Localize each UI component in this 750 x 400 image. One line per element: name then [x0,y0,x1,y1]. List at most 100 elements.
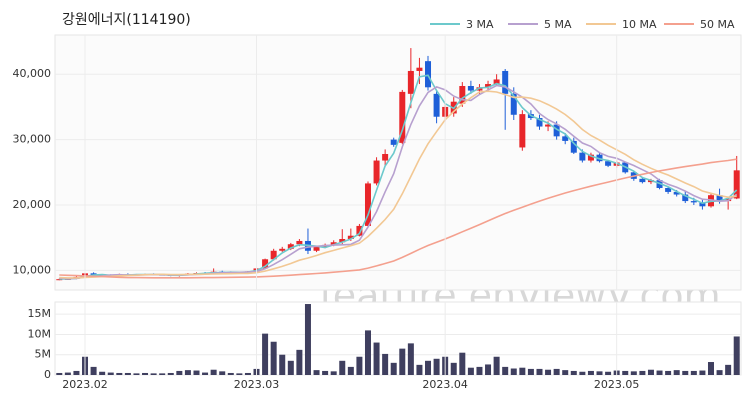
candle-body [373,160,380,184]
legend-label: 50 MA [700,18,735,31]
candle-body [279,248,286,251]
volume-bar [733,336,740,375]
volume-bar [493,356,500,375]
volume-bar [390,362,397,375]
candle-body [313,246,320,251]
candle-body [519,114,526,148]
candle-body [330,242,337,245]
volume-bar [485,364,492,375]
candle-body [339,239,346,243]
y-tick-label: 10,000 [13,263,52,276]
candle-body [536,118,543,127]
volume-bar [416,364,423,375]
volume-bar [716,370,723,375]
legend-label: 10 MA [622,18,657,31]
volume-bar [210,369,217,375]
x-tick-label: 2023.02 [62,378,108,391]
candle-body [690,201,697,203]
volume-bar [90,366,97,375]
volume-bar [656,370,663,375]
volume-bar [339,360,346,375]
volume-bar [296,349,303,375]
volume-bar [287,360,294,375]
chart-title: 강원에너지(114190) [62,12,191,28]
volume-bar [356,356,363,375]
volume-bar [193,370,200,375]
volume-bar [502,366,509,375]
candle-body [485,84,492,88]
volume-bar [236,373,243,375]
candle-body [262,259,269,269]
volume-bar [64,372,71,375]
y-tick-label: 0 [44,368,51,381]
candle-body [459,86,466,104]
volume-bar [184,370,191,375]
volume-bar [227,372,234,375]
candle-body [639,178,646,183]
candle-body [425,61,432,88]
volume-bar [150,373,157,375]
volume-bar [605,371,612,375]
candle-body [433,93,440,117]
candle-body [270,250,277,260]
volume-bar [56,372,63,375]
candle-body [682,194,689,202]
candle-body [699,202,706,207]
candle-body [665,188,672,192]
volume-bar [159,373,166,375]
candle-body [502,70,509,94]
candle-body [390,139,397,145]
volume-bar [476,366,483,375]
legend-label: 3 MA [466,18,494,31]
ma-line [59,158,737,279]
volume-bar [519,367,526,375]
x-tick-label: 2023.05 [594,378,640,391]
candle-body [673,191,680,195]
volume-bar [682,370,689,375]
volume-bar [107,372,114,375]
volume-bar [459,352,466,375]
candle-body [467,86,474,91]
y-tick-label: 10M [28,327,52,340]
candle-body [596,154,603,162]
y-tick-label: 40,000 [13,67,52,80]
candle-body [562,136,569,141]
plot-area [54,301,742,376]
volume-bar [570,370,577,375]
candle-body [733,170,740,199]
candle-body [364,183,371,226]
volume-bar [133,373,140,375]
candle-body [90,273,97,275]
ma-line [59,90,737,279]
legend-label: 5 MA [544,18,572,31]
volume-bar [407,343,414,375]
candle-body [587,154,594,161]
y-tick-label: 5M [35,348,52,361]
volume-bar [690,370,697,375]
candle-body [579,152,586,161]
volume-bar [262,333,269,375]
volume-bar [639,370,646,375]
volume-bar [707,362,714,375]
volume-bar [99,371,106,375]
candle-body [56,279,63,281]
volume-bar [433,358,440,375]
volume-bar [382,353,389,375]
volume-bar [510,368,517,375]
candle-body [382,154,389,161]
x-tick-label: 2023.03 [234,378,280,391]
candle-body [287,244,294,249]
volume-bar [304,304,311,375]
candle-body [605,161,612,166]
candle-body [407,70,414,94]
volume-bar [73,370,80,375]
volume-bar [579,371,586,375]
candle-body [545,124,552,127]
volume-bar [330,371,337,375]
volume-bar [587,370,594,375]
volume-bar [399,348,406,375]
volume-bar [699,370,706,375]
volume-bar [322,370,329,375]
volume-bar [562,370,569,375]
